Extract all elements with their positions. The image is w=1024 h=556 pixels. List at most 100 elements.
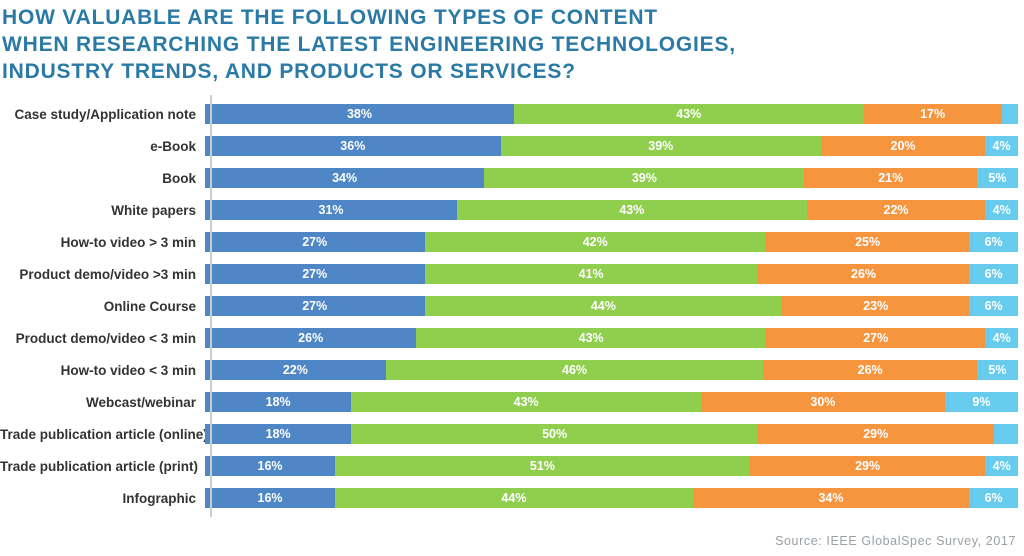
bar-segment-cyan: 4% (985, 200, 1018, 220)
bar-segment-cyan: 6% (969, 232, 1018, 252)
bar-segment-green: 50% (351, 424, 758, 444)
segment-value-label: 20% (890, 139, 916, 153)
bar-row: Product demo/video >3 min 27% 41% 26% 6% (0, 258, 1018, 290)
segment-value-label: 22% (883, 203, 909, 217)
bar-segment-cyan (1001, 104, 1018, 124)
bar-segment-blue: 34% (205, 168, 485, 188)
segment-value-label: 25% (855, 235, 881, 249)
bar-segment-blue: 16% (205, 488, 336, 508)
bar-row: Trade publication article (print) 16% 51% 2… (0, 450, 1018, 482)
segment-value-label: 9% (972, 395, 991, 409)
segment-value-label: 4% (992, 331, 1011, 345)
category-label: Product demo/video < 3 min (15, 330, 196, 346)
segment-value-label: 17% (920, 107, 946, 121)
bar-track: 16% 51% 29% 4% (205, 456, 1018, 476)
bar-track: 36% 39% 20% 4% (205, 136, 1018, 156)
segment-value-label: 5% (988, 171, 1007, 185)
segment-value-label: 27% (863, 331, 889, 345)
bar-segment-cyan: 4% (985, 456, 1018, 476)
bar-row: Case study/Application note 38% 43% 17% (0, 98, 1018, 130)
segment-value-label: 6% (984, 299, 1003, 313)
segment-value-label: 43% (513, 395, 539, 409)
bar-row: How-to video > 3 min 27% 42% 25% 6% (0, 226, 1018, 258)
segment-value-label: 16% (257, 491, 283, 505)
bar-segment-green: 39% (500, 136, 821, 156)
bar-track: 31% 43% 22% 4% (205, 200, 1018, 220)
bar-row: Webcast/webinar 18% 43% 30% 9% (0, 386, 1018, 418)
bar-segment-cyan: 6% (969, 264, 1018, 284)
segment-value-label: 42% (582, 235, 608, 249)
bar-track: 22% 46% 26% 5% (205, 360, 1018, 380)
segment-value-label: 34% (332, 171, 358, 185)
bar-segment-cyan: 9% (944, 392, 1018, 412)
category-label: Webcast/webinar (85, 394, 196, 410)
bar-segment-blue: 16% (205, 456, 336, 476)
category-label: Online Course (103, 298, 196, 314)
segment-value-label: 6% (984, 491, 1003, 505)
bar-segment-orange: 27% (765, 328, 986, 348)
bar-segment-blue: 18% (205, 392, 352, 412)
segment-value-label: 43% (676, 107, 702, 121)
bar-segment-blue: 36% (205, 136, 501, 156)
segment-value-label: 26% (851, 267, 877, 281)
stacked-bar-chart: Case study/Application note 38% 43% 17% e-Bo… (0, 95, 1018, 517)
bar-track: 27% 41% 26% 6% (205, 264, 1018, 284)
segment-value-label: 39% (631, 171, 657, 185)
category-label: Infographic (122, 490, 197, 506)
bar-row: Online Course 27% 44% 23% 6% (0, 290, 1018, 322)
segment-value-label: 4% (992, 203, 1011, 217)
bar-segment-cyan: 4% (985, 136, 1018, 156)
segment-value-label: 26% (857, 363, 883, 377)
bar-segment-green: 41% (424, 264, 758, 284)
bar-segment-blue: 27% (205, 232, 425, 252)
bar-row: e-Book 36% 39% 20% 4% (0, 130, 1018, 162)
category-label: Trade publication article (online) (0, 426, 208, 442)
bar-track: 27% 44% 23% 6% (205, 296, 1018, 316)
segment-value-label: 43% (619, 203, 645, 217)
segment-value-label: 34% (818, 491, 844, 505)
bar-segment-blue: 22% (205, 360, 386, 380)
chart-title-line-3: INDUSTRY TRENDS, AND PRODUCTS OR SERVICE… (2, 60, 576, 83)
bar-segment-green: 43% (416, 328, 766, 348)
bar-track: 27% 42% 25% 6% (205, 232, 1018, 252)
bar-segment-cyan: 5% (976, 360, 1018, 380)
bar-segment-orange: 26% (763, 360, 977, 380)
segment-value-label: 44% (590, 299, 616, 313)
bar-segment-orange: 29% (749, 456, 986, 476)
bar-segment-blue: 18% (205, 424, 352, 444)
segment-value-label: 44% (501, 491, 527, 505)
bar-segment-blue: 27% (205, 264, 425, 284)
bar-segment-orange: 23% (782, 296, 970, 316)
segment-value-label: 27% (302, 235, 328, 249)
bar-segment-orange: 29% (757, 424, 994, 444)
bar-track: 18% 43% 30% 9% (205, 392, 1018, 412)
bar-segment-cyan (993, 424, 1018, 444)
bar-row: Book 34% 39% 21% 5% (0, 162, 1018, 194)
bar-segment-cyan: 4% (985, 328, 1018, 348)
bar-segment-green: 42% (424, 232, 766, 252)
segment-value-label: 27% (302, 299, 328, 313)
chart-title-line-1: HOW VALUABLE ARE THE FOLLOWING TYPES OF … (2, 6, 658, 29)
chart-title-line-2: WHEN RESEARCHING THE LATEST ENGINEERING … (2, 33, 736, 56)
bar-row: How-to video < 3 min 22% 46% 26% 5% (0, 354, 1018, 386)
bar-segment-blue: 38% (205, 104, 514, 124)
segment-value-label: 38% (346, 107, 372, 121)
bar-track: 26% 43% 27% 4% (205, 328, 1018, 348)
bar-segment-orange: 30% (700, 392, 945, 412)
bar-track: 18% 50% 29% (205, 424, 1018, 444)
category-label: How-to video < 3 min (60, 362, 196, 378)
bar-segment-green: 43% (351, 392, 701, 412)
segment-value-label: 4% (992, 139, 1011, 153)
category-label: White papers (111, 202, 196, 218)
segment-value-label: 4% (992, 459, 1011, 473)
segment-value-label: 27% (302, 267, 328, 281)
bar-track: 34% 39% 21% 5% (205, 168, 1018, 188)
segment-value-label: 6% (984, 267, 1003, 281)
segment-value-label: 51% (529, 459, 555, 473)
bar-segment-orange: 22% (806, 200, 986, 220)
category-label: Trade publication article (print) (0, 458, 199, 474)
category-label: Case study/Application note (14, 106, 196, 122)
segment-value-label: 23% (863, 299, 889, 313)
bar-segment-orange: 34% (692, 488, 970, 508)
